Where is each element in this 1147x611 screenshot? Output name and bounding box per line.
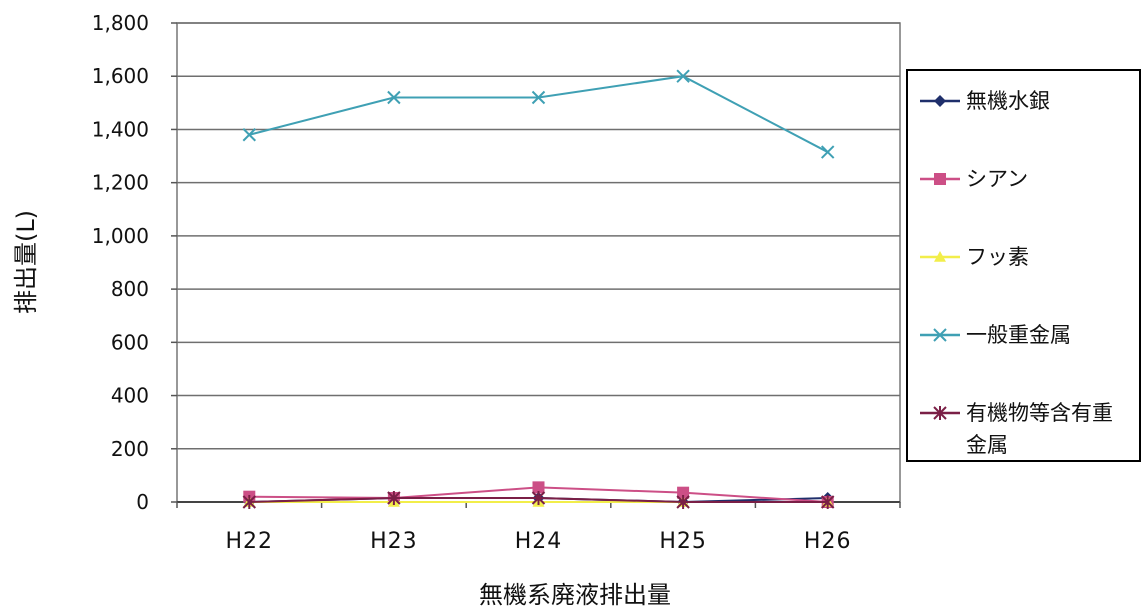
y-tick-label: 0 (136, 490, 149, 514)
legend-label: シアン (966, 167, 1029, 191)
y-tick-label: 1,400 (92, 117, 149, 141)
data-point (531, 90, 546, 105)
x-tick-label: H24 (515, 529, 563, 554)
legend-swatch-icon (920, 251, 960, 262)
plot-area (176, 22, 901, 503)
data-point (934, 173, 946, 185)
y-tick-label: 200 (111, 437, 149, 461)
legend-item: 一般重金属 (918, 319, 1131, 351)
data-point (242, 128, 257, 142)
series-lines (242, 69, 835, 509)
legend-swatch-icon (920, 328, 960, 342)
legend-item: 無機水銀 (918, 85, 1131, 117)
legend-swatch-icon (920, 406, 960, 420)
data-point (387, 491, 401, 506)
legend-label: 一般重金属 (966, 323, 1071, 347)
x-axis-title: 無機系廃液排出量 (479, 581, 671, 609)
data-point (933, 328, 947, 342)
data-point (820, 495, 835, 509)
x-tick-label: H25 (659, 529, 707, 554)
legend-swatch-icon (920, 95, 960, 107)
x-tick-labels: H22 H23 H24 H25 H26 (226, 529, 852, 554)
x-tick-label: H26 (804, 529, 852, 554)
data-point (676, 69, 690, 83)
x-tick-label: H22 (226, 529, 274, 554)
series (242, 69, 835, 159)
data-point (532, 481, 545, 494)
data-point (531, 491, 546, 506)
y-tick-label: 1,200 (92, 171, 149, 195)
data-point (820, 145, 835, 159)
legend-label: 有機物等含有重金属 (966, 401, 1113, 457)
legend-label: 無機水銀 (966, 89, 1050, 113)
legend-swatch-icon (920, 173, 960, 185)
legend-item: シアン (918, 163, 1131, 195)
data-point (242, 495, 257, 509)
legend-item: フッ素 (918, 241, 1131, 273)
data-point (677, 486, 690, 499)
y-tick-labels: 0 200 400 600 800 1,000 1,200 1,400 1,600 1,800 (92, 11, 149, 514)
data-point (934, 95, 946, 107)
data-point (387, 90, 401, 105)
y-tick-label: 800 (111, 277, 149, 301)
y-tick-label: 400 (111, 384, 149, 408)
y-tick-label: 600 (111, 330, 149, 354)
data-point (934, 251, 946, 262)
x-tick-label: H23 (370, 529, 418, 554)
y-tick-label: 1,000 (92, 224, 149, 248)
data-point (933, 406, 947, 420)
legend-item: 有機物等含有重金属 (918, 397, 1131, 461)
legend-label: フッ素 (966, 245, 1029, 269)
y-axis-title: 排出量(L) (12, 210, 40, 314)
data-point (676, 495, 690, 509)
y-tick-label: 1,800 (92, 11, 149, 35)
series (242, 491, 835, 509)
gridlines (171, 22, 901, 508)
legend: 無機水銀シアンフッ素一般重金属有機物等含有重金属 (906, 69, 1141, 462)
y-tick-label: 1,600 (92, 64, 149, 88)
